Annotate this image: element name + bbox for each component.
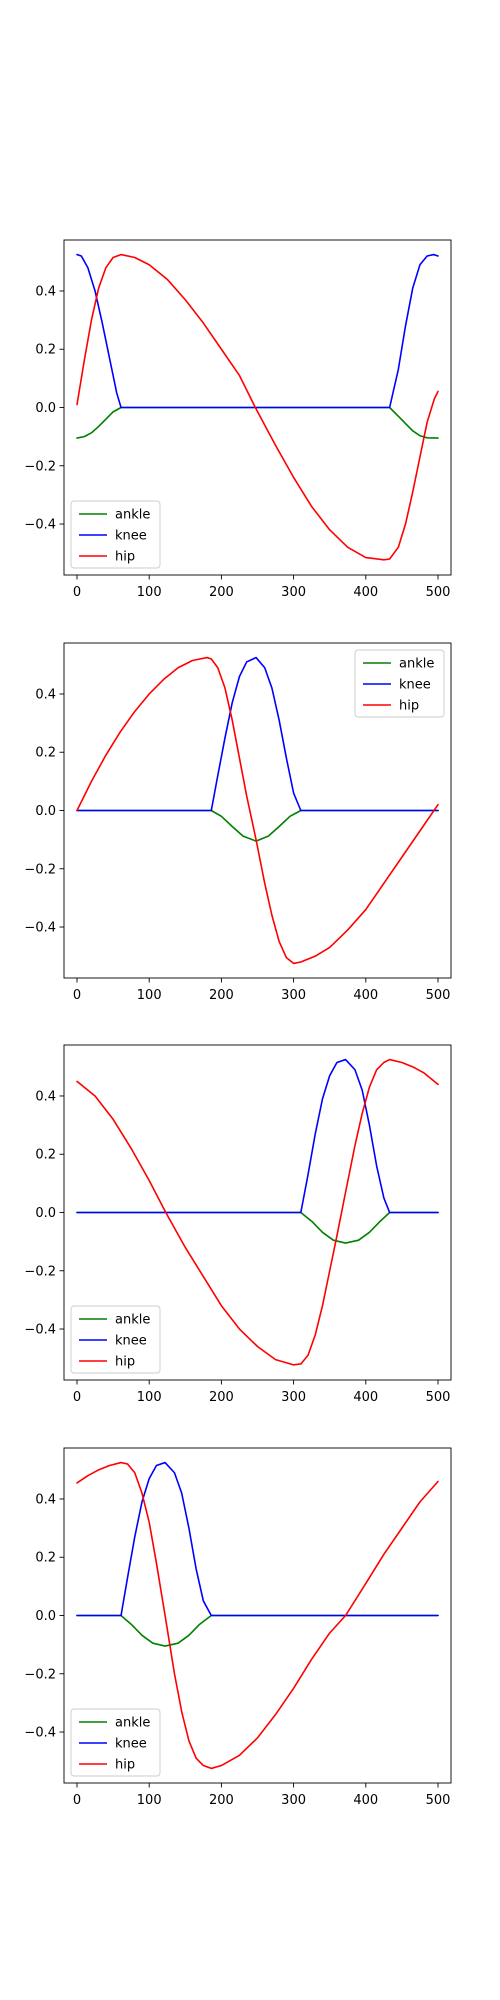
x-tick-label: 0 bbox=[73, 1793, 81, 1808]
series-line-hip bbox=[76, 656, 439, 965]
legend-box bbox=[70, 1305, 161, 1374]
x-tick-label: 400 bbox=[353, 585, 378, 600]
y-tick-label: 0.4 bbox=[35, 1089, 56, 1104]
legend-label-hip: hip bbox=[399, 699, 419, 714]
x-tick-label: 500 bbox=[426, 988, 451, 1003]
x-tick-label: 100 bbox=[137, 1793, 162, 1808]
legend-box bbox=[70, 500, 161, 569]
y-tick-label: −0.4 bbox=[24, 1726, 56, 1741]
legend-label-hip: hip bbox=[115, 1758, 135, 1773]
legend: ankle knee hip bbox=[70, 1305, 161, 1374]
y-tick-label: −0.2 bbox=[24, 1264, 56, 1279]
y-tick-label: 0.4 bbox=[35, 284, 56, 299]
legend-label-knee: knee bbox=[115, 1737, 147, 1752]
x-tick-label: 100 bbox=[137, 585, 162, 600]
legend-label-knee: knee bbox=[115, 1334, 147, 1349]
x-tick-label: 500 bbox=[426, 1793, 451, 1808]
legend: ankle knee hip bbox=[70, 500, 161, 569]
series-line-knee bbox=[76, 1058, 439, 1214]
y-tick-label: 0.4 bbox=[35, 687, 56, 702]
legend-label-ankle: ankle bbox=[399, 657, 434, 672]
legend-label-knee: knee bbox=[115, 529, 147, 544]
y-tick-label: −0.4 bbox=[24, 518, 56, 533]
x-tick-label: 300 bbox=[281, 988, 306, 1003]
legend-label-knee: knee bbox=[399, 678, 431, 693]
x-tick-label: 300 bbox=[281, 1793, 306, 1808]
y-tick-label: −0.4 bbox=[24, 1323, 56, 1338]
legend-label-hip: hip bbox=[115, 1355, 135, 1370]
series-line-hip bbox=[76, 1461, 439, 1770]
legend-box bbox=[70, 1708, 161, 1777]
y-tick-label: 0.2 bbox=[35, 343, 56, 358]
x-tick-label: 300 bbox=[281, 1390, 306, 1405]
y-tick-label: 0.2 bbox=[35, 1148, 56, 1163]
y-tick-label: 0.0 bbox=[35, 401, 56, 416]
y-tick-label: 0.0 bbox=[35, 1609, 56, 1624]
y-tick-label: 0.4 bbox=[35, 1492, 56, 1507]
x-tick-label: 100 bbox=[137, 1390, 162, 1405]
legend-label-ankle: ankle bbox=[115, 1313, 150, 1328]
series-line-hip bbox=[76, 253, 439, 561]
legend-label-ankle: ankle bbox=[115, 1716, 150, 1731]
chart-1: 0 100 200 300 400 500 −0.4 −0.2 0.0 0.2 0.4 ankle kn… bbox=[24, 239, 452, 600]
x-tick-label: 200 bbox=[209, 988, 234, 1003]
x-tick-label: 400 bbox=[353, 988, 378, 1003]
y-tick-label: 0.0 bbox=[35, 804, 56, 819]
y-tick-label: 0.2 bbox=[35, 746, 56, 761]
x-tick-label: 400 bbox=[353, 1793, 378, 1808]
series-line-knee bbox=[76, 656, 439, 812]
x-tick-label: 500 bbox=[426, 1390, 451, 1405]
series-line-hip bbox=[76, 1058, 439, 1366]
x-tick-label: 300 bbox=[281, 585, 306, 600]
legend-label-hip: hip bbox=[115, 550, 135, 565]
x-tick-label: 0 bbox=[73, 988, 81, 1003]
chart-2: 0 100 200 300 400 500 −0.4 −0.2 0.0 0.2 0.4 ankle kn… bbox=[24, 642, 452, 1003]
legend: ankle knee hip bbox=[70, 1708, 161, 1777]
x-tick-label: 200 bbox=[209, 1793, 234, 1808]
y-tick-label: −0.2 bbox=[24, 459, 56, 474]
x-tick-label: 400 bbox=[353, 1390, 378, 1405]
x-tick-label: 500 bbox=[426, 585, 451, 600]
series-line-ankle bbox=[76, 1614, 439, 1647]
legend: ankle knee hip bbox=[354, 649, 445, 718]
series-line-ankle bbox=[76, 1211, 439, 1244]
legend-box bbox=[354, 649, 445, 718]
y-tick-label: 0.0 bbox=[35, 1206, 56, 1221]
y-tick-label: −0.2 bbox=[24, 862, 56, 877]
y-tick-label: −0.4 bbox=[24, 921, 56, 936]
x-tick-label: 200 bbox=[209, 585, 234, 600]
y-tick-label: 0.2 bbox=[35, 1551, 56, 1566]
x-tick-label: 0 bbox=[73, 585, 81, 600]
x-tick-label: 0 bbox=[73, 1390, 81, 1405]
series-line-knee bbox=[76, 1461, 439, 1617]
chart-4: 0 100 200 300 400 500 −0.4 −0.2 0.0 0.2 0.4 ankle kn… bbox=[24, 1447, 452, 1808]
y-tick-label: −0.2 bbox=[24, 1667, 56, 1682]
legend-label-ankle: ankle bbox=[115, 508, 150, 523]
chart-3: 0 100 200 300 400 500 −0.4 −0.2 0.0 0.2 0.4 ankle kn… bbox=[24, 1044, 452, 1405]
x-tick-label: 100 bbox=[137, 988, 162, 1003]
x-tick-label: 200 bbox=[209, 1390, 234, 1405]
